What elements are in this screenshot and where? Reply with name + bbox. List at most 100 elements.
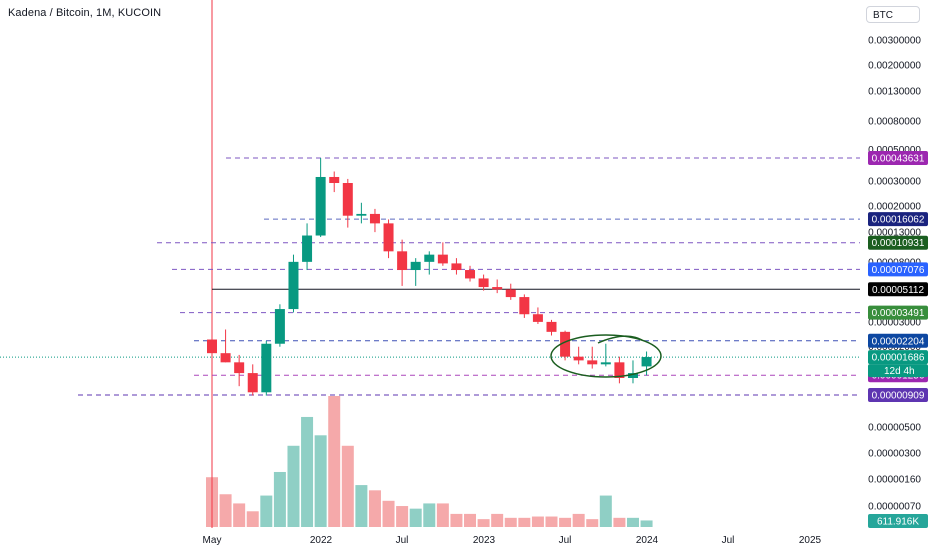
chart-title: Kadena / Bitcoin, 1M, KUCOIN [8,7,162,19]
candle [383,219,394,259]
candle-body [532,314,543,322]
volume-badge: 611.916K [877,517,919,528]
y-tick-label: 0.00030000 [868,176,921,187]
volume-bar [464,513,477,527]
candle-body [247,373,258,393]
candle [261,340,272,396]
volume-bar [599,495,612,527]
candle [247,364,258,396]
volume-bar [314,435,327,527]
candle [234,354,245,387]
annotations [550,334,662,378]
y-tick-label: 0.00000300 [868,449,921,460]
volume-bar [273,471,286,527]
candle-body [410,261,421,271]
candle-body [505,289,516,298]
volume-pane [206,396,653,527]
price-label-bg [868,235,928,250]
volume-bar [559,517,572,527]
candle-body [451,263,462,271]
candle-body [465,270,476,279]
highlight-ellipse [550,334,662,378]
volume-bar [572,513,585,527]
x-tick-label: 2022 [310,535,333,546]
x-tick-label: Jul [722,535,735,546]
price-label-bg [868,151,928,165]
price-label: 0.00002204 [872,336,925,347]
y-tick-label: 0.00000160 [868,475,921,486]
price-label: 0.00005112 [872,285,925,296]
price-label: 0.00010931 [872,238,925,249]
candle-body [288,261,299,310]
volume-bar [613,517,626,527]
candle [627,360,638,384]
candle-body [356,213,367,216]
time-axis[interactable]: May 2022 Jul 2023 Jul 2024 Jul 2025 [203,535,822,546]
volume-bar [518,517,531,527]
candle-body [560,331,571,357]
volume-bar [423,503,436,527]
candle-body [437,254,448,264]
y-tick-label: 0.00080000 [868,116,921,127]
candle [342,178,353,228]
volume-bar [368,490,381,527]
candle [641,351,652,376]
candle [437,242,448,266]
candle-body [342,183,353,216]
price-label: 0.00007076 [872,265,925,276]
price-label-bg [868,350,928,365]
y-tick-label: 0.00130000 [868,87,921,98]
candle-body [614,362,625,378]
volume-bar [287,445,300,527]
candle-body [302,235,313,262]
candle [207,329,217,369]
candle [573,346,584,365]
volume-bar [640,520,653,527]
x-tick-label: 2025 [799,535,822,546]
currency-selector[interactable]: BTC [866,6,920,23]
volume-bar [545,516,558,527]
volume-badge-bg [868,514,928,528]
candle [600,343,611,367]
candle [560,330,571,361]
candle-body [329,176,340,184]
candle-body [573,356,584,361]
candle-body [397,251,408,271]
volume-bar [355,485,368,527]
price-label: 0.00043631 [872,154,925,165]
candle-body [424,254,435,262]
candle [465,265,476,282]
price-label-bg [868,388,928,402]
countdown-label: 12d 4h [884,366,915,377]
price-labels: 0.00043631 0.00016062 0.00010931 0.00007076… [868,151,928,528]
price-label: 0.00003491 [872,308,925,319]
y-tick-label: 0.00050000 [868,145,921,156]
candle-body [492,287,503,290]
candle [369,208,380,233]
candle [587,346,598,369]
candle-body [207,339,217,354]
y-tick-label: 0.00020000 [868,201,921,212]
volume-bar [382,500,395,527]
candle-body [546,321,557,332]
volume-bar [436,503,449,527]
x-tick-label: May [203,535,222,546]
volume-bar [233,503,246,527]
candle [505,283,516,300]
candle [519,294,530,318]
y-tick-label: 0.00000500 [868,423,921,434]
candle-body [383,223,394,252]
candle-body [600,362,611,365]
candle [288,254,299,313]
candle [397,239,408,286]
y-tick-label: 0.00300000 [868,35,921,46]
y-tick-label: 0.00013000 [868,228,921,239]
candle-body [369,213,380,224]
price-label-bg [868,212,928,227]
candles-pane [207,158,652,396]
candle [329,171,340,193]
candle [302,223,313,271]
candle [532,307,543,324]
candle-body [234,362,245,374]
